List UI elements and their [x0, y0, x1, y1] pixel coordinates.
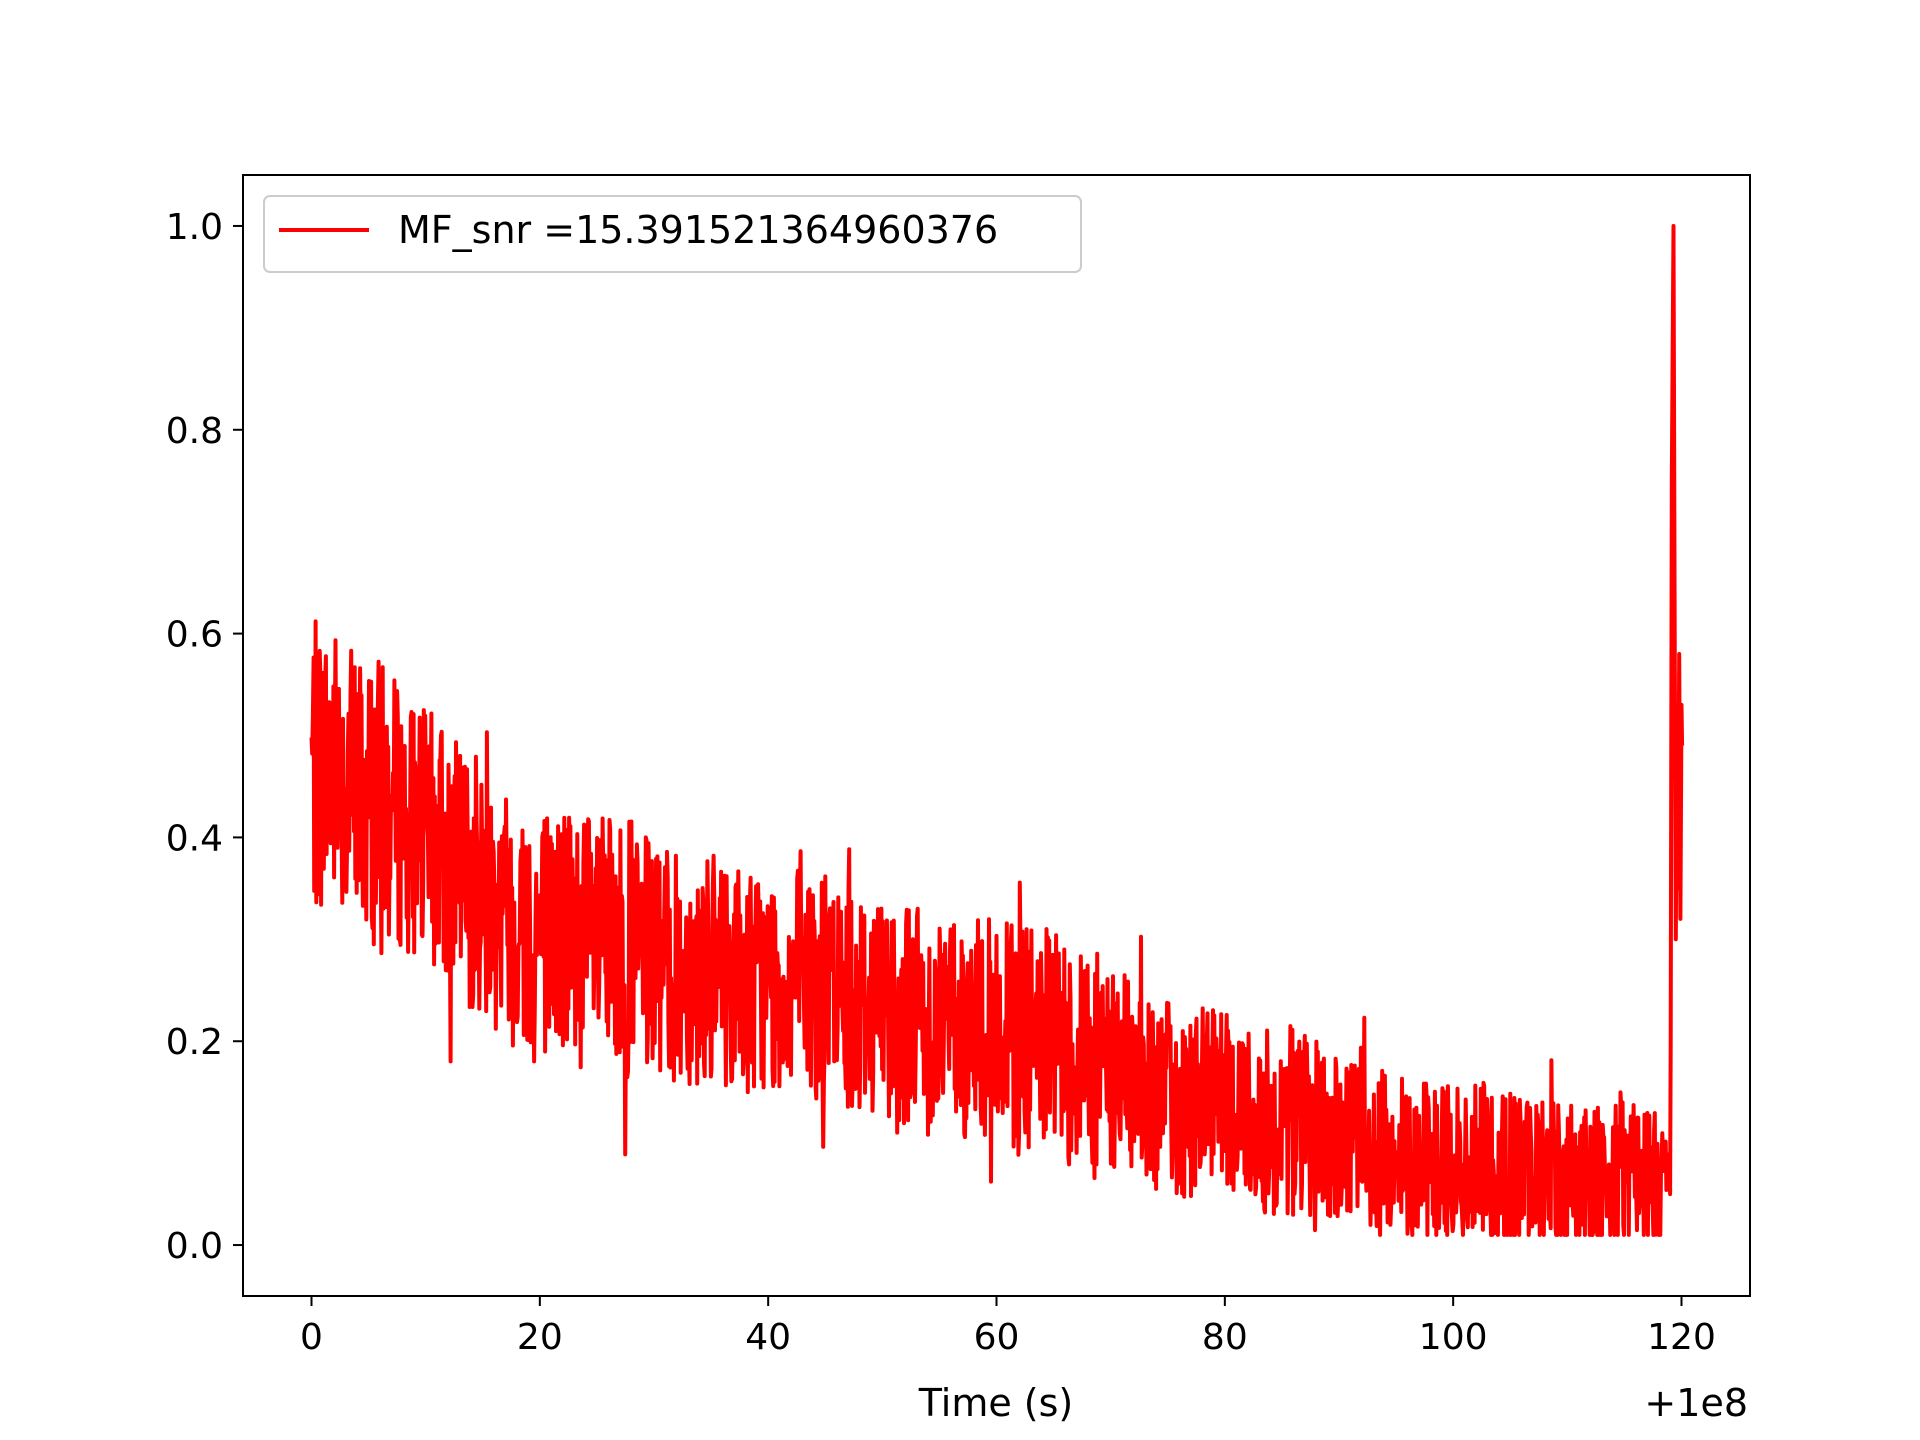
y-tick-label: 0.2: [166, 1022, 223, 1063]
x-axis-offset-label: +1e8: [1644, 1381, 1748, 1425]
y-tick-label: 0.8: [166, 411, 223, 452]
y-tick-label: 0.6: [166, 615, 223, 656]
x-axis-ticks: 0 20 40 60 80 100 120: [300, 1296, 1716, 1358]
x-tick-label: 0: [300, 1317, 323, 1358]
y-tick-label: 1.0: [166, 207, 223, 248]
legend-label: MF_snr =15.391521364960376: [398, 208, 998, 252]
plot-area: [242, 174, 1751, 1297]
x-tick-label: 20: [517, 1317, 563, 1358]
legend: MF_snr =15.391521364960376: [263, 195, 1082, 273]
series-line-mf-snr: [309, 224, 1685, 1237]
x-tick-label: 60: [974, 1317, 1020, 1358]
x-tick-label: 40: [745, 1317, 791, 1358]
y-tick-label: 0.0: [166, 1226, 223, 1267]
x-tick-label: 100: [1419, 1317, 1488, 1358]
legend-box: [263, 195, 1082, 273]
y-axis-ticks: 0.0 0.2 0.4 0.6 0.8 1.0: [166, 207, 243, 1267]
x-axis-label: Time (s): [918, 1381, 1074, 1425]
x-tick-label: 80: [1202, 1317, 1248, 1358]
y-tick-label: 0.4: [166, 818, 223, 859]
x-tick-label: 120: [1647, 1317, 1716, 1358]
